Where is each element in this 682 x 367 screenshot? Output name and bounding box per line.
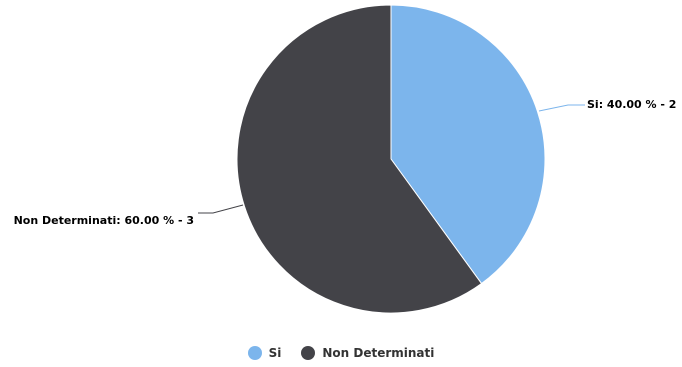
connector-line-si	[538, 104, 585, 112]
legend-item-si[interactable]: Si	[247, 346, 282, 360]
pie-slices	[236, 4, 546, 314]
data-label-si: Si: 40.00 % - 2	[587, 98, 676, 111]
legend-item-non-determinati[interactable]: Non Determinati	[301, 346, 434, 360]
legend-swatch-non-determinati	[301, 346, 316, 360]
pie-slice-si[interactable]	[390, 4, 546, 285]
legend-label-si: Si	[268, 346, 282, 360]
legend-swatch-si	[247, 346, 262, 360]
data-label-non-determinati: Non Determinati: 60.00 % - 3	[14, 214, 194, 227]
pie-data-labels: Si: 40.00 % - 2 Non Determinati: 60.00 % …	[14, 98, 677, 227]
pie-slice-non-determinati[interactable]	[236, 4, 483, 314]
legend-label-non-determinati: Non Determinati	[322, 346, 435, 360]
connector-line-non-determinati	[198, 204, 244, 214]
legend: Si Non Determinati	[0, 343, 682, 363]
